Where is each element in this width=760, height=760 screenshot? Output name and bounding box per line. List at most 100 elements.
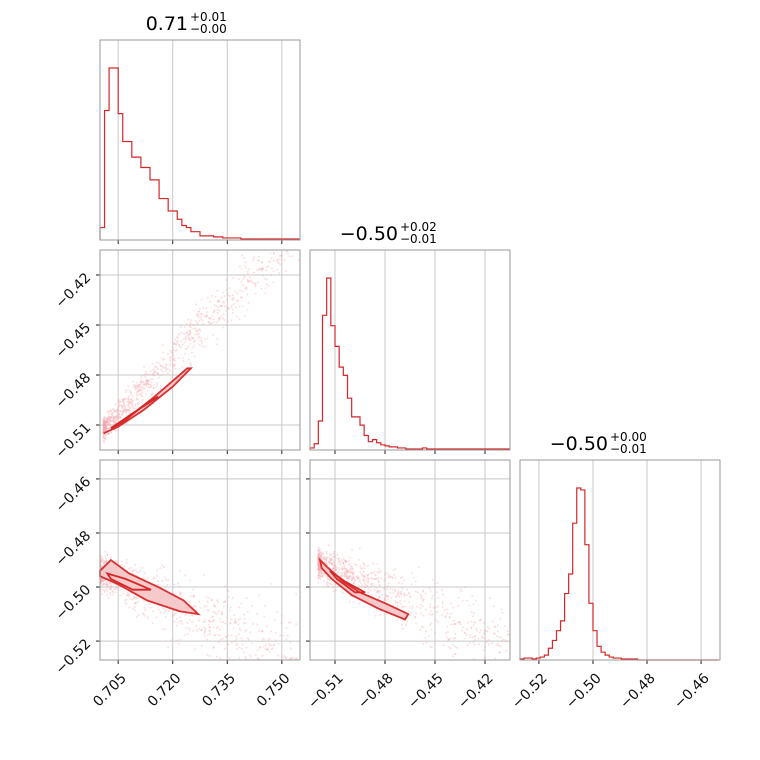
sample-point bbox=[289, 657, 292, 660]
sample-point bbox=[436, 605, 439, 608]
sample-point bbox=[170, 639, 173, 642]
sample-point bbox=[267, 228, 269, 230]
sample-point bbox=[193, 595, 196, 598]
sample-point bbox=[295, 195, 297, 197]
sample-point bbox=[330, 559, 333, 562]
sample-point bbox=[353, 582, 356, 585]
sample-point bbox=[212, 311, 215, 314]
sample-point bbox=[102, 430, 105, 433]
sample-point bbox=[103, 583, 106, 586]
sample-point bbox=[344, 573, 347, 576]
sample-point bbox=[349, 595, 352, 598]
sample-point bbox=[317, 562, 320, 565]
sample-point bbox=[277, 654, 280, 657]
sample-point bbox=[169, 349, 172, 352]
sample-point bbox=[139, 393, 142, 396]
sample-point bbox=[279, 263, 282, 266]
sample-point bbox=[383, 598, 386, 601]
sample-point bbox=[320, 551, 323, 554]
sample-point bbox=[112, 420, 115, 423]
sample-point bbox=[238, 278, 241, 281]
sample-point bbox=[403, 593, 406, 596]
title-value: −0.50 bbox=[340, 223, 398, 245]
sample-point bbox=[104, 425, 107, 428]
sample-point bbox=[186, 331, 189, 334]
sample-point bbox=[430, 622, 433, 625]
sample-point bbox=[226, 308, 229, 311]
sample-point bbox=[289, 657, 292, 660]
sample-point bbox=[317, 561, 320, 564]
sample-point bbox=[193, 333, 196, 336]
sample-point bbox=[329, 557, 332, 560]
sample-point bbox=[477, 643, 480, 646]
sample-point bbox=[228, 668, 230, 670]
sample-point bbox=[103, 424, 106, 427]
sample-point bbox=[147, 383, 150, 386]
sample-point bbox=[317, 563, 320, 566]
sample-point bbox=[206, 337, 209, 340]
sample-point bbox=[332, 590, 335, 593]
sample-point bbox=[338, 569, 341, 572]
sample-point bbox=[156, 366, 159, 369]
sample-point bbox=[270, 660, 272, 662]
sample-point bbox=[124, 409, 127, 412]
sample-point bbox=[331, 558, 334, 561]
sample-point bbox=[501, 665, 503, 667]
sample-point bbox=[100, 558, 103, 561]
sample-point bbox=[289, 641, 292, 644]
sample-point bbox=[100, 565, 103, 568]
sample-point bbox=[411, 605, 414, 608]
sample-point bbox=[175, 343, 178, 346]
sample-point bbox=[150, 384, 153, 387]
sample-point bbox=[488, 638, 491, 641]
sample-point bbox=[154, 370, 157, 373]
sample-point bbox=[126, 408, 129, 411]
sample-point bbox=[223, 301, 226, 304]
sample-point bbox=[318, 563, 321, 566]
sample-point bbox=[203, 605, 206, 608]
sample-point bbox=[362, 574, 365, 577]
sample-point bbox=[468, 633, 471, 636]
sample-point bbox=[103, 423, 106, 426]
sample-point bbox=[143, 365, 146, 368]
sample-point bbox=[285, 627, 288, 630]
sample-point bbox=[468, 636, 471, 639]
sample-point bbox=[428, 587, 431, 590]
sample-point bbox=[102, 428, 105, 431]
sample-point bbox=[236, 642, 239, 645]
sample-point bbox=[103, 580, 106, 583]
sample-point bbox=[333, 550, 336, 553]
sample-point bbox=[269, 252, 272, 255]
sample-point bbox=[455, 646, 458, 649]
sample-point bbox=[104, 423, 107, 426]
sample-point bbox=[363, 586, 366, 589]
sample-point bbox=[135, 596, 138, 599]
sample-point bbox=[429, 603, 432, 606]
sample-point bbox=[243, 273, 246, 276]
sample-point bbox=[127, 395, 130, 398]
sample-point bbox=[109, 410, 112, 413]
sample-point bbox=[442, 644, 445, 647]
sample-point bbox=[274, 224, 276, 226]
sample-point bbox=[259, 645, 262, 648]
sample-point bbox=[325, 550, 328, 553]
sample-point bbox=[397, 581, 400, 584]
sample-point bbox=[329, 582, 332, 585]
sample-point bbox=[342, 557, 345, 560]
sample-point bbox=[376, 562, 379, 565]
sample-point bbox=[317, 561, 320, 564]
sample-point bbox=[252, 257, 255, 260]
sample-point bbox=[104, 426, 107, 429]
sample-point bbox=[118, 417, 121, 420]
sample-point bbox=[234, 290, 237, 293]
sample-point bbox=[128, 606, 131, 609]
sample-point bbox=[249, 279, 252, 282]
sample-point bbox=[243, 315, 246, 318]
sample-point bbox=[106, 420, 109, 423]
sample-point bbox=[275, 259, 278, 262]
sample-point bbox=[115, 587, 118, 590]
sample-point bbox=[392, 591, 395, 594]
sample-point bbox=[400, 582, 403, 585]
sample-point bbox=[105, 416, 108, 419]
sample-point bbox=[292, 232, 294, 234]
